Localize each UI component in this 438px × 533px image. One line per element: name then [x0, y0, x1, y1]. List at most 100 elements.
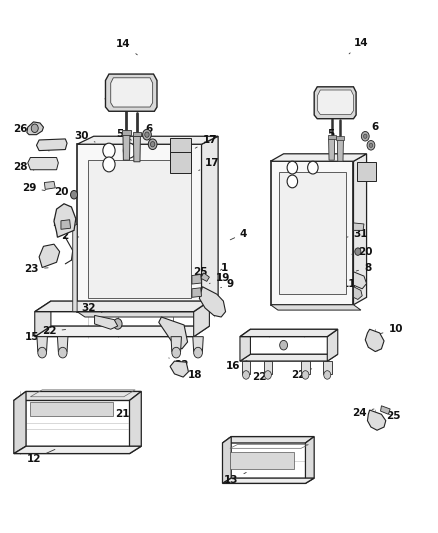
Circle shape	[172, 348, 180, 358]
Polygon shape	[192, 274, 201, 284]
Text: 23: 23	[25, 264, 48, 274]
Text: 3: 3	[170, 342, 177, 352]
Text: 20: 20	[54, 187, 76, 197]
Text: 2: 2	[61, 231, 79, 241]
Text: 7: 7	[332, 95, 339, 106]
Circle shape	[355, 248, 361, 255]
Text: 22: 22	[252, 372, 272, 382]
Text: 21: 21	[106, 407, 130, 419]
Text: 11: 11	[337, 279, 357, 288]
Text: 6: 6	[365, 122, 378, 135]
Text: 14: 14	[349, 38, 368, 54]
Circle shape	[38, 348, 46, 358]
Polygon shape	[14, 391, 141, 400]
Polygon shape	[35, 301, 209, 312]
Circle shape	[150, 142, 155, 147]
Polygon shape	[328, 139, 335, 160]
Circle shape	[113, 319, 122, 329]
Polygon shape	[170, 152, 191, 173]
Polygon shape	[353, 287, 362, 300]
Polygon shape	[353, 154, 367, 305]
Circle shape	[287, 161, 297, 174]
Circle shape	[31, 124, 38, 133]
Polygon shape	[242, 361, 251, 374]
Polygon shape	[77, 136, 218, 144]
Polygon shape	[271, 161, 353, 305]
Text: 20: 20	[352, 247, 372, 256]
Polygon shape	[44, 181, 55, 189]
Text: 25: 25	[53, 218, 73, 228]
Polygon shape	[336, 136, 344, 140]
Text: 19: 19	[209, 273, 230, 284]
Circle shape	[364, 134, 367, 139]
Circle shape	[103, 157, 115, 172]
Text: 7: 7	[103, 98, 118, 110]
Polygon shape	[367, 410, 386, 430]
Polygon shape	[193, 337, 203, 352]
Polygon shape	[36, 139, 67, 151]
Polygon shape	[170, 361, 188, 377]
Text: 22: 22	[291, 369, 312, 381]
Polygon shape	[314, 87, 356, 119]
Circle shape	[302, 370, 309, 379]
Polygon shape	[199, 287, 226, 317]
Polygon shape	[353, 223, 364, 230]
Polygon shape	[77, 144, 201, 312]
Text: 9: 9	[221, 279, 234, 288]
Polygon shape	[305, 437, 314, 483]
Polygon shape	[230, 451, 294, 469]
Polygon shape	[357, 163, 376, 181]
Circle shape	[307, 161, 318, 174]
Circle shape	[280, 341, 288, 350]
Polygon shape	[61, 220, 71, 229]
Polygon shape	[57, 337, 68, 352]
Text: 16: 16	[226, 361, 247, 372]
Polygon shape	[37, 337, 47, 352]
Polygon shape	[353, 272, 367, 289]
Text: 5: 5	[327, 128, 335, 139]
Circle shape	[361, 132, 369, 141]
Polygon shape	[271, 154, 367, 161]
Circle shape	[324, 370, 331, 379]
Polygon shape	[14, 391, 26, 454]
Polygon shape	[337, 140, 343, 161]
Polygon shape	[223, 478, 314, 483]
Polygon shape	[223, 437, 314, 443]
Polygon shape	[106, 74, 157, 111]
Polygon shape	[88, 160, 191, 298]
Polygon shape	[111, 78, 152, 107]
Text: 15: 15	[25, 332, 49, 342]
Circle shape	[367, 141, 375, 150]
Text: 5: 5	[117, 128, 131, 140]
Circle shape	[145, 132, 149, 138]
Polygon shape	[35, 326, 209, 337]
Polygon shape	[95, 316, 118, 329]
Polygon shape	[328, 135, 336, 139]
Circle shape	[58, 348, 67, 358]
Polygon shape	[123, 135, 130, 160]
Polygon shape	[14, 446, 141, 454]
Text: 13: 13	[224, 472, 246, 485]
Text: 1: 1	[220, 263, 228, 272]
Polygon shape	[133, 132, 141, 136]
Text: 4: 4	[230, 229, 247, 240]
Text: 22: 22	[169, 358, 189, 370]
Polygon shape	[122, 131, 131, 135]
Circle shape	[143, 130, 151, 140]
Polygon shape	[223, 437, 231, 483]
Polygon shape	[201, 273, 209, 281]
Text: 14: 14	[116, 39, 138, 55]
Text: 24: 24	[352, 408, 374, 418]
Text: 29: 29	[22, 183, 45, 193]
Polygon shape	[28, 158, 58, 169]
Polygon shape	[159, 317, 187, 349]
Polygon shape	[171, 337, 181, 352]
Text: 30: 30	[74, 131, 95, 142]
Text: 8: 8	[356, 263, 371, 272]
Polygon shape	[192, 288, 201, 297]
Polygon shape	[35, 301, 51, 337]
Polygon shape	[279, 172, 346, 294]
Polygon shape	[381, 406, 390, 414]
Polygon shape	[77, 312, 209, 317]
Polygon shape	[365, 329, 384, 352]
